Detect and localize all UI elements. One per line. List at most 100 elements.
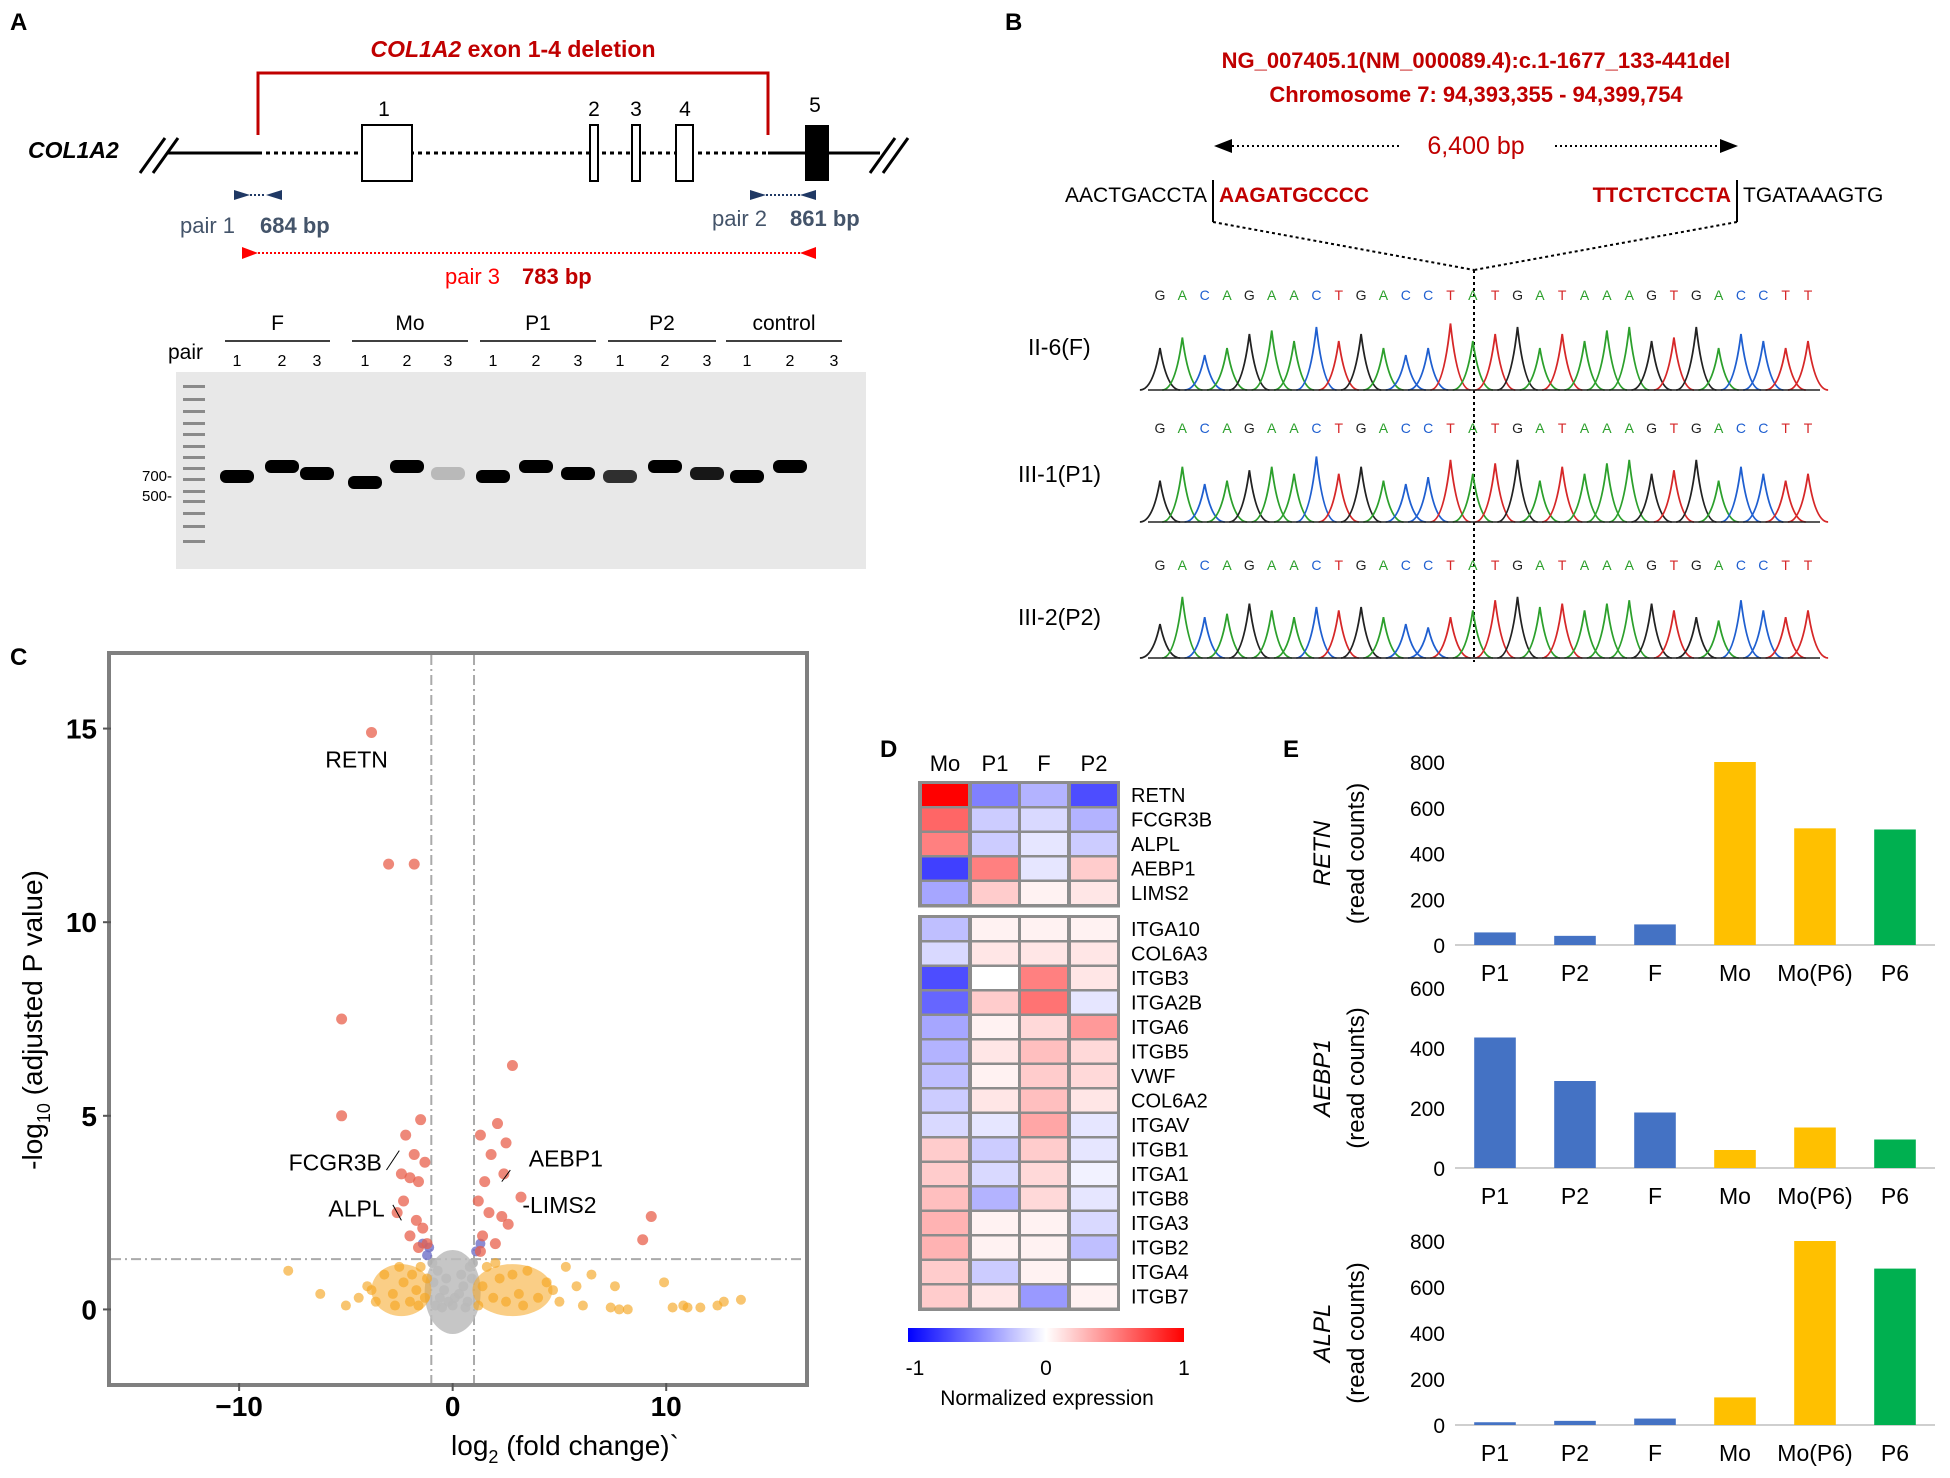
- heatmap-cell: [1071, 942, 1117, 965]
- point-significant: [500, 1137, 512, 1149]
- base-call: A: [1625, 557, 1635, 573]
- point-significant: [474, 1245, 486, 1257]
- base-call: T: [1804, 287, 1813, 303]
- trace-peak: [1541, 603, 1583, 659]
- base-call: C: [1200, 420, 1210, 436]
- ladder-band: [183, 478, 205, 481]
- gene-label-lims2: -LIMS2: [522, 1192, 596, 1218]
- bar-category-label: Mo: [1719, 960, 1751, 986]
- deletion-title: COL1A2 exon 1-4 deletion: [370, 36, 655, 62]
- bar-category-label: F: [1648, 1183, 1662, 1209]
- trace-peak: [1318, 610, 1360, 659]
- base-call: C: [1423, 557, 1433, 573]
- seq-left-deleted: AAGATGCCCC: [1219, 184, 1369, 207]
- base-call: G: [1356, 287, 1367, 303]
- trace-peak: [1206, 347, 1248, 391]
- base-call: A: [1625, 420, 1635, 436]
- trace-peak: [1139, 623, 1181, 659]
- bar-category-label: Mo(P6): [1777, 960, 1852, 986]
- break-mark-right: [868, 137, 897, 174]
- gel-band: [773, 460, 807, 473]
- point-significant: [412, 1176, 424, 1188]
- base-call: G: [1155, 287, 1166, 303]
- heatmap-cell: [1021, 1016, 1067, 1038]
- base-call: G: [1155, 420, 1166, 436]
- base-call: A: [1535, 557, 1545, 573]
- heatmap-column-label: P2: [1081, 751, 1108, 776]
- trace-peak: [1273, 473, 1315, 523]
- bar-y-tick-label: 0: [1433, 1158, 1445, 1181]
- trace-peak: [1340, 466, 1382, 523]
- y-tick-label: 10: [66, 907, 97, 938]
- colorbar-min: -1: [906, 1357, 925, 1380]
- heatmap-cell: [1021, 967, 1067, 989]
- hgvs-notation: NG_007405.1(NM_000089.4):c.1-1677_133-44…: [1222, 48, 1731, 73]
- trace-peak: [1318, 340, 1360, 391]
- junction-line-right: [1473, 221, 1738, 271]
- bar-y-tick-label: 200: [1410, 889, 1445, 912]
- ladder-band: [183, 385, 205, 388]
- pair2-label: pair 2: [712, 206, 767, 231]
- trace-peak: [1519, 480, 1561, 523]
- heatmap-cell: [922, 808, 968, 831]
- point-significant: [496, 1210, 508, 1222]
- trace-peak: [1608, 600, 1650, 659]
- trace-peak: [1631, 340, 1672, 391]
- base-call: C: [1423, 420, 1433, 436]
- base-call: T: [1670, 287, 1679, 303]
- point-significant: [489, 1238, 501, 1250]
- heatmap-cell: [972, 784, 1018, 806]
- gel-band: [730, 470, 764, 483]
- heatmap-cell: [1021, 1212, 1067, 1234]
- base-call: A: [1580, 420, 1590, 436]
- deletion-bracket: [256, 71, 770, 135]
- point-cloud-fc-left: [371, 1264, 432, 1317]
- trace-peak: [1653, 610, 1695, 659]
- base-call: T: [1334, 420, 1343, 436]
- trace-peak: [1273, 340, 1315, 391]
- base-call: T: [1446, 557, 1455, 573]
- bar-f: [1634, 1112, 1676, 1168]
- trace-peak: [1430, 617, 1471, 659]
- trace-peak: [1653, 470, 1695, 523]
- base-call: A: [1602, 420, 1612, 436]
- point-fc-only: [695, 1302, 706, 1313]
- gel-group-4: control: [752, 312, 815, 335]
- gel-band: [476, 470, 510, 483]
- heatmap-cell: [1071, 1187, 1117, 1210]
- trace-peak: [1452, 610, 1494, 659]
- heatmap-cell: [922, 1261, 968, 1283]
- base-call: T: [1670, 557, 1679, 573]
- heatmap-row-label: ITGAV: [1131, 1115, 1190, 1137]
- trace-peak: [1519, 347, 1561, 391]
- base-call: G: [1512, 420, 1523, 436]
- volcano-ylabel: -log10 (adjusted P value): [17, 870, 54, 1170]
- trace-peak: [1363, 617, 1404, 659]
- point-significant: [398, 1195, 410, 1207]
- gel-band: [265, 460, 299, 473]
- bar-y-tick-label: 600: [1410, 978, 1445, 1001]
- base-call: A: [1535, 420, 1545, 436]
- trace-peak: [1631, 603, 1672, 659]
- point-significant: [336, 1013, 348, 1025]
- trace-peak: [1273, 617, 1315, 659]
- point-significant: [404, 1230, 416, 1242]
- base-call: T: [1491, 420, 1500, 436]
- bar-category-label: P1: [1481, 960, 1509, 986]
- base-call: T: [1781, 287, 1790, 303]
- gene-label-retn: RETN: [325, 747, 388, 773]
- trace-peak: [1765, 347, 1806, 391]
- base-call: C: [1401, 420, 1411, 436]
- deletion-span: 6,400 bp: [1427, 132, 1524, 160]
- point-significant: [383, 858, 395, 870]
- bar-category-label: Mo(P6): [1777, 1183, 1852, 1209]
- base-call: T: [1491, 557, 1500, 573]
- heatmap-cell: [1071, 1065, 1117, 1087]
- pair1-reverse-primer: [266, 190, 282, 200]
- heatmap-cell: [972, 967, 1018, 989]
- exon-1-box: [361, 124, 413, 182]
- sample-label-p1: III-1(P1): [1018, 461, 1101, 487]
- point-significant: [421, 1238, 433, 1250]
- heatmap-cell: [1021, 1236, 1067, 1259]
- y-tick-label: 5: [81, 1101, 97, 1132]
